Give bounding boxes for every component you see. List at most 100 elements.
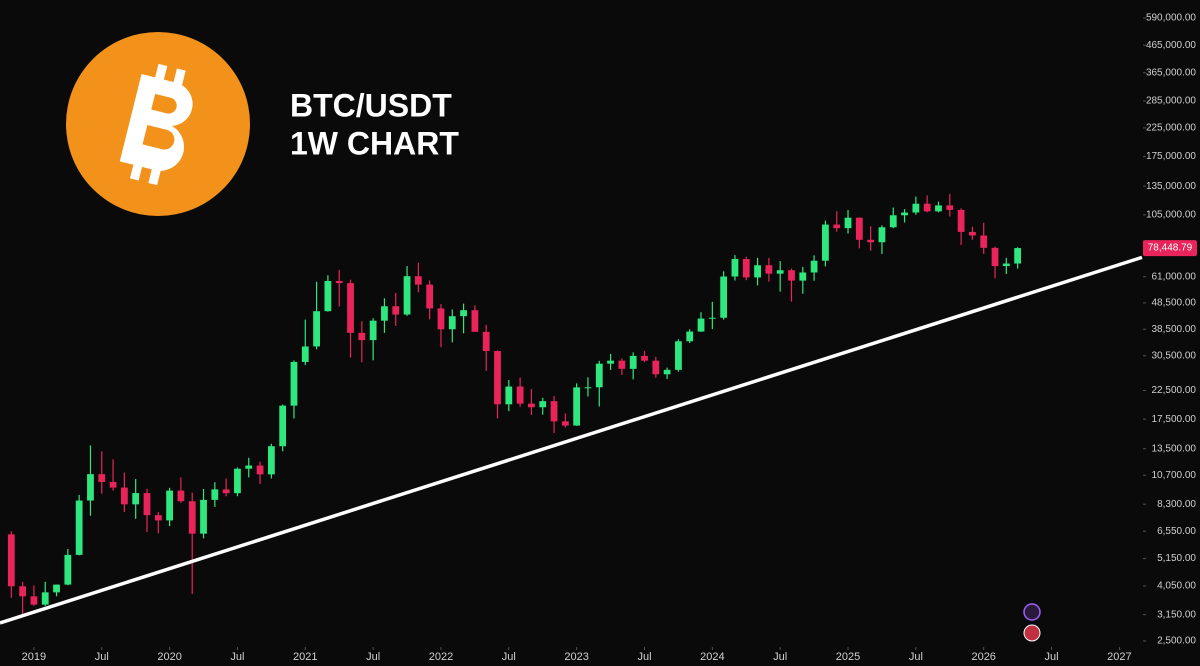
candle-body xyxy=(629,355,637,369)
y-tick-label: 8,300.00 xyxy=(1157,499,1196,510)
candle-body xyxy=(290,361,298,406)
plot-area xyxy=(0,193,1143,625)
y-tick-label: 38,500.00 xyxy=(1152,324,1197,335)
candle-body xyxy=(765,265,773,274)
y-tick-label: 105,000.00 xyxy=(1146,209,1196,220)
candle-body xyxy=(1014,248,1022,264)
y-tick-label: 61,000.00 xyxy=(1152,271,1197,282)
x-tick-label: Jul xyxy=(773,651,787,663)
candle-body xyxy=(788,270,795,281)
candle-body xyxy=(414,276,422,285)
candle-body xyxy=(109,482,117,488)
candle-body xyxy=(754,265,761,278)
candle-body xyxy=(313,311,320,347)
candle-body xyxy=(7,534,15,587)
x-tick-label: 2020 xyxy=(157,651,181,663)
candle-body xyxy=(437,308,445,330)
candle-body xyxy=(64,554,72,585)
candle-body xyxy=(991,247,999,267)
x-tick-label: 2024 xyxy=(700,651,724,663)
candle-body xyxy=(584,387,592,389)
candle-body xyxy=(618,360,626,369)
y-tick-label: 6,550.00 xyxy=(1157,526,1196,537)
candle-body xyxy=(969,231,976,236)
candle-body xyxy=(641,355,648,361)
x-tick-label: 2026 xyxy=(971,651,995,663)
y-tick-label: 5,150.00 xyxy=(1157,553,1196,564)
last-price-box xyxy=(1143,240,1197,257)
trendline xyxy=(0,255,1143,625)
candle-body xyxy=(460,310,467,317)
x-tick-label: 2027 xyxy=(1107,651,1131,663)
y-tick-label: 10,700.00 xyxy=(1152,470,1197,481)
y-tick-label: 285,000.00 xyxy=(1146,96,1196,107)
x-tick-label: Jul xyxy=(366,651,380,663)
candle-body xyxy=(335,280,343,284)
candle-body xyxy=(901,212,908,216)
candle-body xyxy=(200,499,207,534)
candle-body xyxy=(392,306,400,315)
candle-body xyxy=(87,474,94,501)
candle-body xyxy=(844,217,852,229)
x-tick-label: Jul xyxy=(95,651,109,663)
last-price-label: 78,448.79 xyxy=(1148,243,1193,254)
y-tick-label: 590,000.00 xyxy=(1146,13,1196,24)
candle-body xyxy=(686,331,694,342)
y-tick-label: 465,000.00 xyxy=(1146,40,1196,51)
candle-body xyxy=(494,351,501,405)
candle-body xyxy=(426,284,434,309)
candle-body xyxy=(855,217,863,240)
candle-body xyxy=(731,259,739,277)
y-tick-label: 30,500.00 xyxy=(1152,350,1197,361)
candle-body xyxy=(776,270,784,274)
y-tick-label: 4,050.00 xyxy=(1157,581,1196,592)
candle-body xyxy=(935,205,942,212)
y-tick-label: 3,150.00 xyxy=(1157,609,1196,620)
candle-body xyxy=(946,205,954,210)
candle-body xyxy=(663,369,671,375)
chart-subtitle: 1W CHART xyxy=(290,125,459,161)
candle-body xyxy=(98,474,106,483)
candle-body xyxy=(980,235,988,248)
candle-body xyxy=(720,276,728,318)
candle-body xyxy=(742,259,750,278)
candle-body xyxy=(188,501,196,534)
alert-icon[interactable] xyxy=(1023,603,1041,621)
candle-body xyxy=(369,320,377,341)
candle-body xyxy=(573,387,581,426)
candle-body xyxy=(550,401,558,422)
y-tick-label: 365,000.00 xyxy=(1146,67,1196,78)
candle-body xyxy=(822,224,829,261)
y-tick-label: 22,500.00 xyxy=(1152,385,1197,396)
candle-body xyxy=(799,272,807,281)
x-tick-label: 2022 xyxy=(429,651,453,663)
x-tick-label: 2019 xyxy=(22,651,46,663)
candle-body xyxy=(652,360,660,375)
y-tick-label: 175,000.00 xyxy=(1146,151,1196,162)
candle-body xyxy=(561,421,569,426)
candle-body xyxy=(324,280,332,312)
region-icon[interactable] xyxy=(1023,624,1041,642)
candle-body xyxy=(878,227,886,243)
candle-body xyxy=(448,316,456,330)
candle-body xyxy=(53,584,60,593)
candle-body xyxy=(177,490,185,502)
candle-body xyxy=(923,203,931,212)
candle-body xyxy=(120,487,128,505)
bitcoin-logo xyxy=(66,32,250,216)
y-tick-label: 135,000.00 xyxy=(1146,181,1196,192)
candle-body xyxy=(166,490,173,521)
candle-body xyxy=(595,363,603,388)
toolbar-icons xyxy=(1023,603,1041,642)
candle-body xyxy=(889,215,897,228)
candle-body xyxy=(1002,263,1010,267)
y-tick-label: 225,000.00 xyxy=(1146,123,1196,134)
candle-body xyxy=(256,465,264,475)
candle-body xyxy=(810,260,818,273)
y-tick-label: 48,500.00 xyxy=(1152,298,1197,309)
candle-body xyxy=(132,493,140,505)
candle-body xyxy=(697,318,705,332)
candle-body xyxy=(19,586,27,597)
candle-body xyxy=(245,465,253,469)
